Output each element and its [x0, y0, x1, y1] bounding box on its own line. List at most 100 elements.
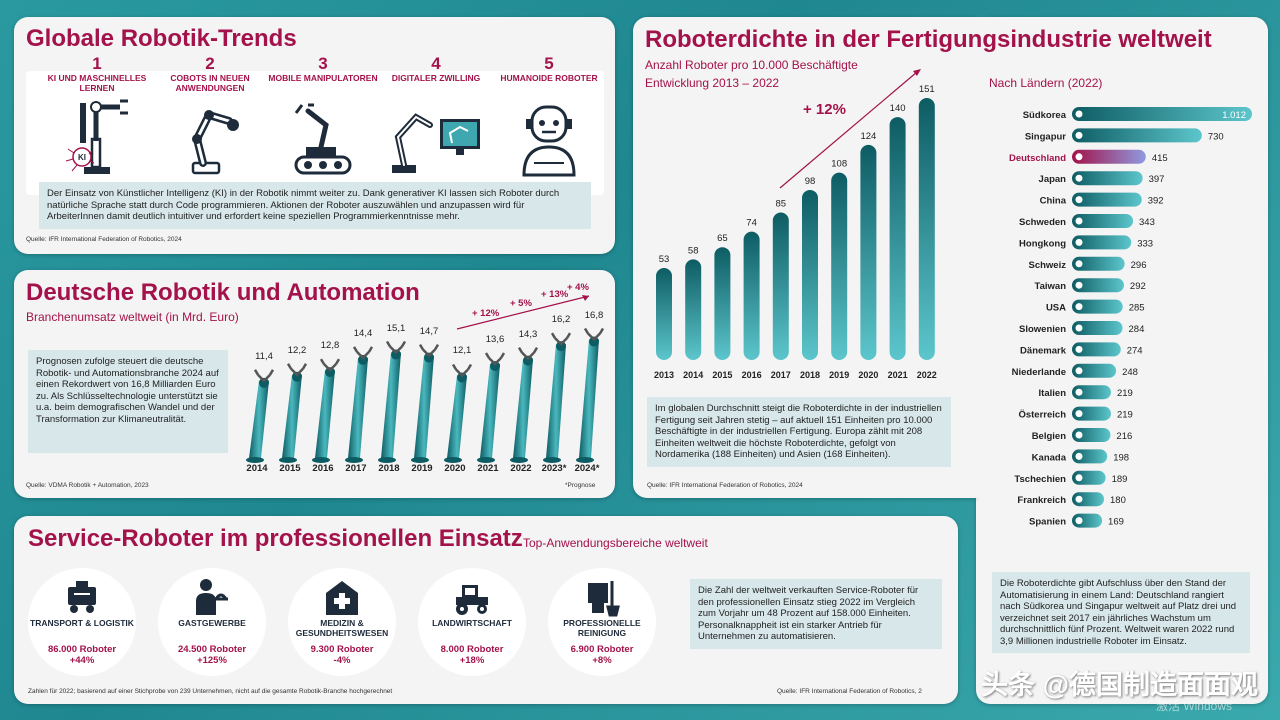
country-value-label: 198 — [1113, 452, 1129, 463]
trend-number: 4 — [431, 54, 441, 73]
service-value: 9.300 Roboter -4% — [310, 644, 374, 666]
country-bar-dot — [1075, 174, 1083, 182]
country-bar — [1072, 107, 1252, 121]
arm-joint — [490, 361, 500, 371]
arm-year-label: 2022 — [510, 463, 532, 474]
service-value: 8.000 Roboter +18% — [440, 644, 504, 666]
arm-segment — [447, 375, 467, 458]
germany-growth-label: + 13% — [541, 289, 569, 300]
arm-gripper — [352, 346, 374, 360]
arm-base — [246, 457, 264, 463]
cleaning-icon — [588, 581, 620, 617]
germany-growth-label: + 4% — [567, 282, 589, 293]
country-title: Nach Ländern (2022) — [989, 76, 1103, 90]
service-item-medicine: MEDIZIN & GESUNDHEITSWESEN 9.300 Roboter… — [288, 568, 396, 676]
arm-value-label: 14,4 — [353, 327, 373, 339]
country-note: Die Roboterdichte gibt Aufschluss über d… — [992, 572, 1250, 653]
arm-gripper — [286, 363, 308, 377]
trend-item-4: 4 DIGITALER ZWILLING — [380, 55, 492, 177]
density-trend-arrow — [779, 71, 918, 189]
arm-value-label: 14,7 — [419, 325, 439, 337]
country-name-label: Schweden — [1019, 217, 1066, 228]
country-bar-dot — [1075, 131, 1083, 139]
arm-bar-2015 — [279, 363, 308, 463]
watermark: 头条 @德国制造面面观 — [981, 670, 1258, 700]
trends-note: Der Einsatz von Künstlicher Intelligenz … — [39, 182, 591, 229]
arm-year-label: 2017 — [345, 463, 367, 474]
arm-value-label: 16,2 — [551, 314, 571, 326]
cobot-icon — [191, 110, 239, 175]
germany-panel: Deutsche Robotik und Automation Branchen… — [14, 270, 615, 498]
arm-base — [576, 457, 594, 463]
country-name-label: Frankreich — [1017, 495, 1066, 506]
trend-label: HUMANOIDE ROBOTER — [500, 73, 598, 83]
country-value-label: 333 — [1137, 238, 1153, 249]
arm-value-label: 13,6 — [485, 334, 505, 345]
density-year-label: 2020 — [858, 370, 878, 380]
country-bar — [1072, 149, 1146, 164]
density-value-label: 140 — [890, 103, 906, 114]
mobile-manipulator-icon — [294, 103, 352, 175]
country-name-label: Schweiz — [1029, 260, 1067, 271]
arm-segment — [414, 355, 434, 458]
density-note: Im globalen Durchschnitt steigt die Robo… — [647, 397, 951, 467]
arm-bar-2016 — [312, 358, 341, 463]
service-item-agriculture: LANDWIRTSCHAFT 8.000 Roboter +18% — [418, 568, 526, 676]
density-source: Quelle: IFR International Federation of … — [647, 482, 803, 489]
arm-year-label: 2018 — [378, 463, 400, 474]
country-name-label: Spanien — [1029, 517, 1066, 528]
service-value: 86.000 Roboter +44% — [47, 644, 117, 666]
arm-bar-2021 — [477, 352, 506, 463]
density-year-label: 2016 — [742, 370, 762, 380]
country-bar-dot — [1075, 345, 1083, 353]
density-value-label: 98 — [805, 176, 816, 187]
arm-gripper — [385, 340, 407, 355]
country-value-label: 219 — [1117, 410, 1133, 421]
country-name-label: Hongkong — [1019, 238, 1066, 249]
arm-gripper — [583, 327, 605, 342]
density-title: Roboterdichte in der Fertigungsindustrie… — [645, 26, 1212, 53]
country-value-label: 397 — [1149, 174, 1165, 185]
country-bar — [1072, 128, 1202, 143]
country-bar — [1072, 363, 1117, 378]
country-bar-dot — [1075, 281, 1083, 289]
country-value-label: 343 — [1139, 217, 1155, 228]
country-bar-dot — [1075, 260, 1083, 268]
density-bar-2018 — [802, 189, 818, 360]
country-bar — [1072, 342, 1121, 357]
service-item-transport: TRANSPORT & LOGISTIK 86.000 Roboter +44% — [28, 568, 136, 676]
germany-subtitle: Branchenumsatz weltweit (in Mrd. Euro) — [26, 310, 239, 324]
country-value-label: 292 — [1130, 281, 1146, 292]
trend-item-1: 1 KI UND MASCHINELLES LERNEN KI — [41, 55, 153, 177]
arm-joint — [325, 367, 335, 378]
country-bar-dot — [1075, 196, 1083, 204]
country-bar-chart: Südkorea 1.012 Singapur 730 Deutschland 415 Ja… — [1009, 107, 1252, 528]
country-name-label: Singapur — [1025, 131, 1066, 142]
arm-joint — [424, 352, 434, 363]
service-value: 6.900 Roboter +8% — [570, 644, 634, 666]
trend-number: 5 — [544, 54, 554, 73]
country-value-label: 1.012 — [1222, 110, 1246, 121]
germany-trend-arrowhead — [582, 295, 589, 301]
density-bar-2017 — [772, 212, 789, 360]
density-subtitle: Anzahl Roboter pro 10.000 Beschäftigte — [645, 58, 858, 72]
arm-value-label: 12,1 — [452, 345, 472, 357]
arm-base — [279, 457, 297, 463]
arm-gripper — [550, 332, 572, 346]
germany-source: Quelle: VDMA Robotik + Automation, 2023 — [26, 482, 149, 489]
arm-base — [477, 457, 495, 463]
arm-value-label: 15,1 — [386, 322, 406, 334]
country-name-label: Italien — [1039, 388, 1067, 399]
arm-bar-2023* — [543, 332, 572, 463]
service-label: TRANSPORT & LOGISTIK — [30, 618, 134, 628]
density-bar-2016 — [743, 231, 760, 360]
country-name-label: Kanada — [1032, 452, 1067, 463]
density-bar-2019 — [831, 172, 848, 360]
density-year-label: 2019 — [829, 370, 849, 380]
arm-year-label: 2023* — [541, 463, 567, 474]
transport-robot-icon — [68, 581, 96, 613]
density-year-label: 2022 — [917, 370, 937, 380]
germany-revenue-chart — [246, 295, 605, 463]
arm-bar-2018 — [378, 340, 407, 463]
country-bar — [1072, 278, 1124, 293]
